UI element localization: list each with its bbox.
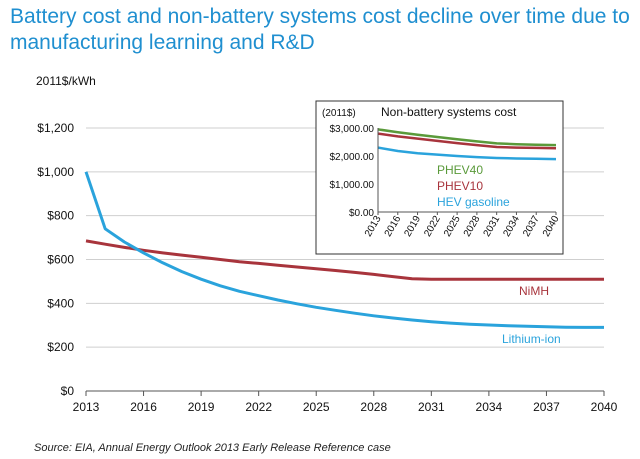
legend-nimh: NiMH bbox=[519, 284, 549, 298]
x-tick-label: 2016 bbox=[130, 400, 157, 414]
inset-y-tick-label: $3,000.00 bbox=[330, 124, 375, 135]
source-note: Source: EIA, Annual Energy Outlook 2013 … bbox=[34, 442, 391, 454]
y-tick-label: $1,200 bbox=[37, 121, 74, 135]
inset-series-line-hev-gasoline bbox=[377, 146, 557, 161]
series-line-nimh bbox=[85, 239, 604, 281]
x-tick-label: 2034 bbox=[476, 400, 503, 414]
x-tick-label: 2013 bbox=[73, 400, 100, 414]
x-tick-label: 2025 bbox=[303, 400, 330, 414]
inset-series-line-phev40 bbox=[377, 128, 557, 147]
series-line-lithium-ion bbox=[84, 171, 604, 329]
main-x-ticks: 2013 2016 2019 2022 2025 2028 2031 2034 2037 2040 bbox=[73, 391, 618, 414]
y-tick-label: $0 bbox=[61, 384, 75, 398]
y-tick-label: $400 bbox=[47, 296, 74, 310]
inset-y-ticks: $0.00 $1,000.00 $2,000.00 $3,000.00 bbox=[330, 124, 375, 219]
inset-series-lines bbox=[377, 128, 557, 161]
y-tick-label: $1,000 bbox=[37, 165, 74, 179]
inset-y-tick-label: $0.00 bbox=[349, 208, 374, 219]
x-tick-label: 2019 bbox=[188, 400, 215, 414]
main-series-lines bbox=[84, 171, 604, 329]
inset-legend-phev10: PHEV10 bbox=[437, 179, 483, 193]
x-tick-label: 2028 bbox=[360, 400, 387, 414]
y-tick-label: $200 bbox=[47, 340, 74, 354]
inset-frame bbox=[315, 100, 564, 255]
main-y-ticks: $0 $200 $400 $600 $800 $1,000 $1,200 bbox=[37, 121, 74, 398]
inset-legend-phev40: PHEV40 bbox=[437, 163, 483, 177]
chart-title: Battery cost and non-battery systems cos… bbox=[10, 5, 630, 54]
inset-series-line-phev10 bbox=[377, 132, 557, 150]
inset-y-tick-label: $1,000.00 bbox=[330, 180, 375, 191]
inset-y-label: (2011$) bbox=[322, 108, 356, 119]
legend-lithium-ion: Lithium-ion bbox=[502, 332, 561, 346]
inset-chart: (2011$) Non-battery systems cost $0.00 $1… bbox=[315, 100, 564, 255]
inset-title: Non-battery systems cost bbox=[381, 105, 517, 119]
x-tick-label: 2037 bbox=[533, 400, 560, 414]
y-axis-label: 2011$/kWh bbox=[36, 74, 96, 88]
x-tick-label: 2031 bbox=[418, 400, 445, 414]
inset-y-tick-label: $2,000.00 bbox=[330, 152, 375, 163]
x-tick-label: 2040 bbox=[591, 400, 618, 414]
y-tick-label: $600 bbox=[47, 253, 74, 267]
y-tick-label: $800 bbox=[47, 209, 74, 223]
inset-legend-hev-gasoline: HEV gasoline bbox=[437, 195, 510, 209]
x-tick-label: 2022 bbox=[245, 400, 272, 414]
